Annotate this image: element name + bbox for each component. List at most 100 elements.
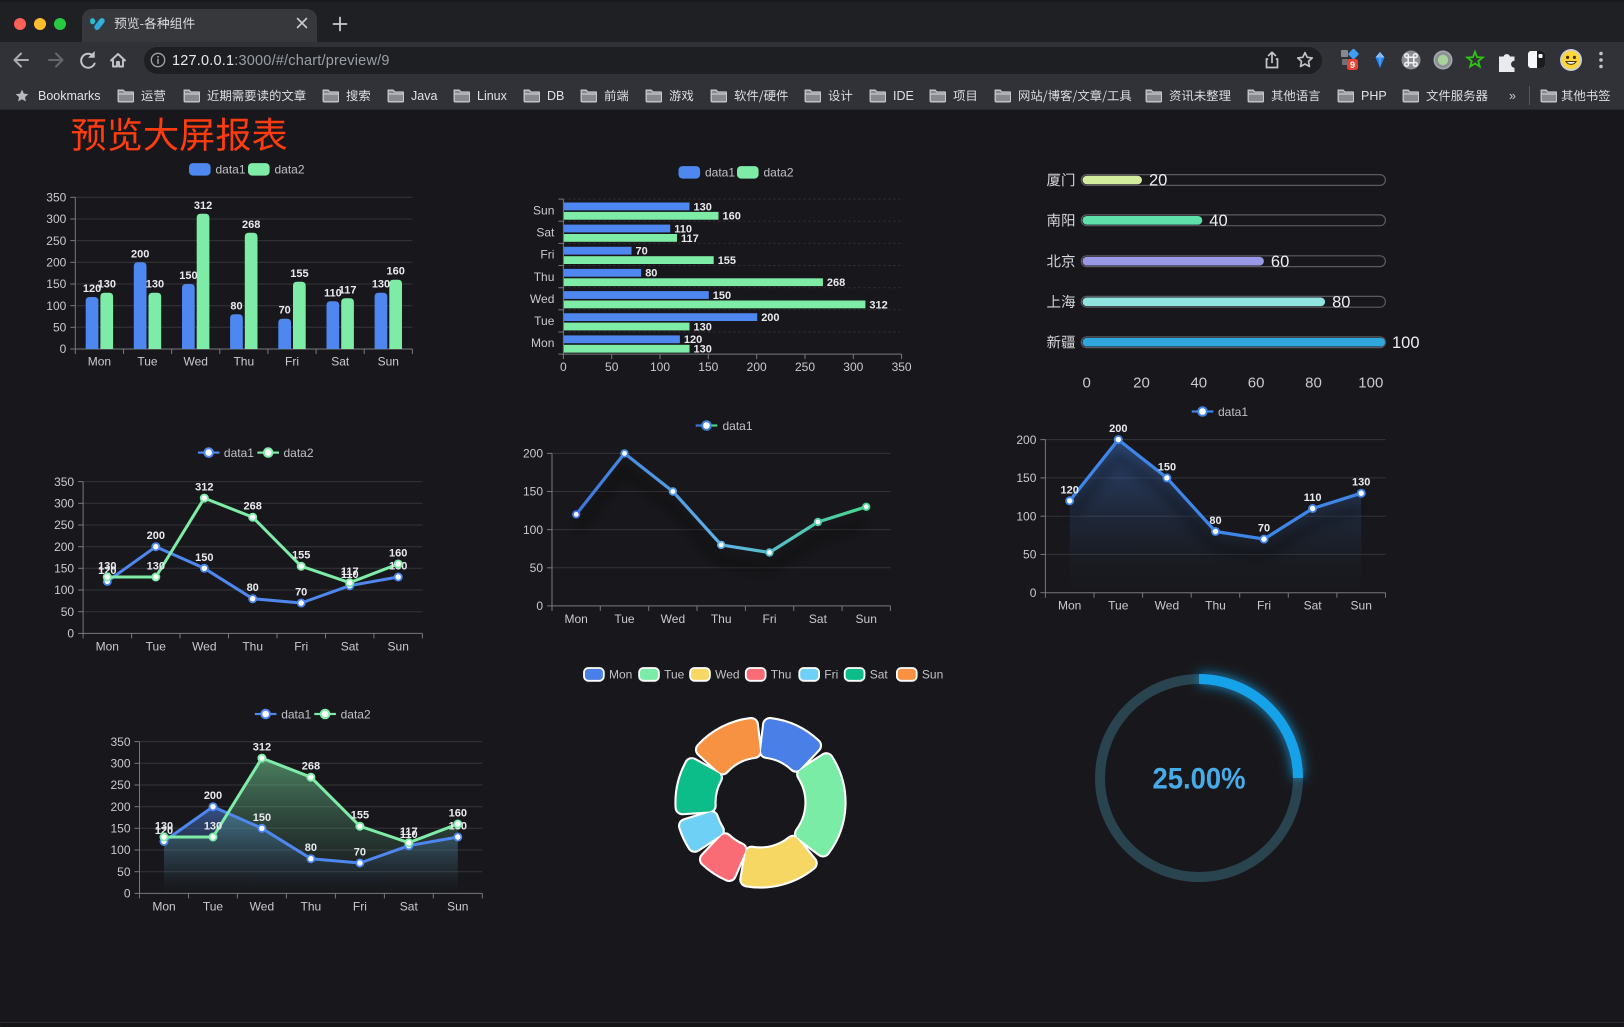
svg-text:350: 350: [54, 475, 74, 489]
svg-text:40: 40: [1190, 375, 1207, 392]
svg-text:130: 130: [372, 279, 390, 291]
svg-text:300: 300: [54, 497, 74, 511]
svg-text:Mon: Mon: [96, 639, 119, 653]
svg-text:268: 268: [242, 219, 260, 231]
svg-text:Thu: Thu: [242, 639, 263, 653]
svg-text:350: 350: [46, 191, 66, 205]
svg-text:50: 50: [1023, 548, 1037, 562]
svg-text:200: 200: [1109, 423, 1127, 435]
svg-text:Sat: Sat: [400, 899, 419, 913]
svg-text:70: 70: [279, 305, 291, 317]
svg-text:data1: data1: [705, 166, 735, 180]
svg-text:0: 0: [560, 360, 567, 374]
svg-text:268: 268: [302, 761, 320, 773]
svg-text:Fri: Fri: [353, 899, 367, 913]
svg-text:117: 117: [681, 233, 699, 245]
svg-text:Fri: Fri: [824, 668, 838, 682]
svg-text:Tue: Tue: [534, 314, 555, 328]
svg-text:70: 70: [295, 587, 307, 599]
svg-text:Mon: Mon: [609, 668, 632, 682]
svg-text:250: 250: [110, 778, 130, 792]
svg-text:Sun: Sun: [1351, 599, 1372, 613]
svg-text:data1: data1: [281, 707, 311, 721]
svg-text:70: 70: [636, 246, 648, 258]
svg-text:0: 0: [1083, 375, 1091, 392]
svg-text:data1: data1: [723, 419, 753, 433]
svg-text:50: 50: [53, 321, 67, 335]
svg-text:Tue: Tue: [614, 612, 635, 626]
svg-text:Sun: Sun: [533, 203, 554, 217]
svg-text:0: 0: [536, 599, 543, 613]
svg-text:312: 312: [869, 299, 887, 311]
svg-text:312: 312: [195, 482, 213, 494]
svg-text:60: 60: [1271, 253, 1289, 271]
svg-text:100: 100: [46, 299, 66, 313]
svg-text:Mon: Mon: [152, 899, 175, 913]
svg-text:Fri: Fri: [1257, 599, 1271, 613]
svg-text:Sun: Sun: [378, 355, 399, 369]
svg-text:Wed: Wed: [715, 668, 739, 682]
svg-text:80: 80: [230, 300, 242, 312]
svg-text:data2: data2: [284, 446, 314, 460]
svg-text:Mon: Mon: [88, 355, 111, 369]
svg-text:data1: data1: [224, 446, 254, 460]
svg-text:130: 130: [694, 201, 712, 213]
svg-text:Fri: Fri: [540, 248, 554, 262]
svg-text:110: 110: [1304, 492, 1322, 504]
svg-text:Fri: Fri: [763, 612, 777, 626]
svg-text:70: 70: [354, 847, 366, 859]
svg-text:Mon: Mon: [531, 336, 554, 350]
svg-text:110: 110: [341, 569, 359, 581]
svg-text:Sat: Sat: [809, 612, 828, 626]
svg-text:data2: data2: [275, 163, 305, 177]
svg-text:20: 20: [1133, 375, 1150, 392]
svg-text:130: 130: [694, 344, 712, 356]
svg-text:130: 130: [147, 561, 165, 573]
svg-text:data2: data2: [764, 166, 794, 180]
svg-text:155: 155: [290, 268, 308, 280]
svg-text:300: 300: [46, 212, 66, 226]
svg-text:Sun: Sun: [388, 639, 409, 653]
svg-text:data1: data1: [216, 163, 246, 177]
svg-text:150: 150: [195, 552, 213, 564]
svg-text:150: 150: [253, 812, 271, 824]
svg-text:117: 117: [341, 566, 359, 578]
svg-text:Thu: Thu: [233, 355, 254, 369]
svg-text:110: 110: [400, 829, 418, 841]
svg-text:100: 100: [1358, 375, 1383, 392]
svg-text:350: 350: [110, 735, 130, 749]
svg-text:100: 100: [1016, 509, 1036, 523]
svg-text:60: 60: [1248, 375, 1265, 392]
svg-text:Fri: Fri: [294, 639, 308, 653]
svg-text:Tue: Tue: [137, 355, 158, 369]
svg-text:Mon: Mon: [565, 612, 588, 626]
svg-text:150: 150: [1016, 471, 1036, 485]
svg-text:100: 100: [110, 843, 130, 857]
svg-text:200: 200: [46, 256, 66, 270]
svg-text:0: 0: [60, 342, 67, 356]
svg-text:0: 0: [1030, 586, 1037, 600]
svg-text:Tue: Tue: [1108, 599, 1129, 613]
svg-text:200: 200: [54, 540, 74, 554]
svg-text:200: 200: [131, 248, 149, 260]
svg-text:20: 20: [1149, 172, 1167, 190]
svg-text:Sun: Sun: [856, 612, 877, 626]
svg-text:Tue: Tue: [203, 899, 224, 913]
svg-text:130: 130: [98, 279, 116, 291]
svg-text:data2: data2: [341, 707, 371, 721]
svg-text:Sat: Sat: [1304, 599, 1323, 613]
svg-text:Thu: Thu: [301, 899, 322, 913]
svg-text:150: 150: [46, 277, 66, 291]
svg-text:Tue: Tue: [664, 668, 685, 682]
svg-text:Sun: Sun: [922, 668, 943, 682]
svg-text:268: 268: [244, 501, 262, 513]
svg-text:117: 117: [400, 826, 418, 838]
svg-text:100: 100: [523, 523, 543, 537]
svg-text:50: 50: [605, 360, 619, 374]
svg-text:250: 250: [46, 234, 66, 248]
svg-text:150: 150: [523, 485, 543, 499]
svg-text:Sat: Sat: [341, 639, 360, 653]
svg-text:Thu: Thu: [1205, 599, 1226, 613]
svg-text:50: 50: [61, 605, 75, 619]
svg-text:120: 120: [684, 334, 702, 346]
